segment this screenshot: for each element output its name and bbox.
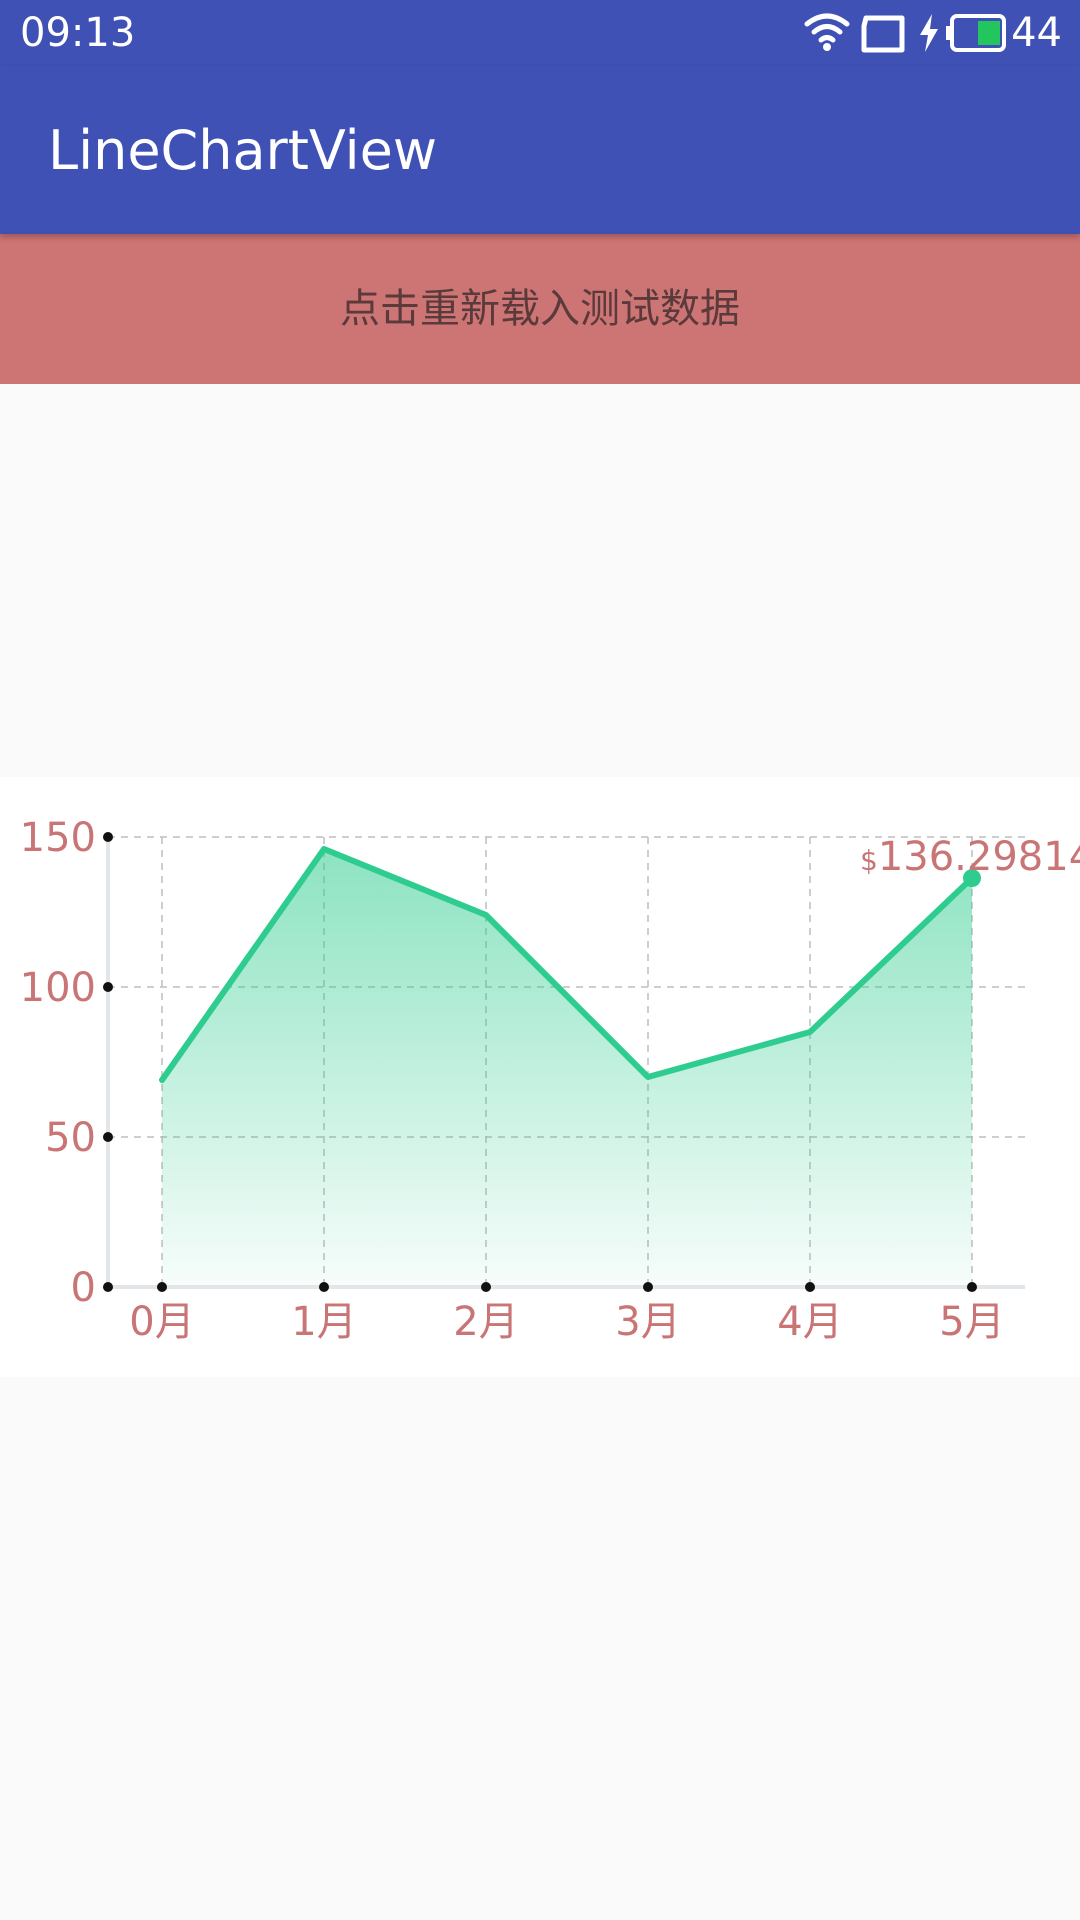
y-tick-label: 150 <box>20 815 96 861</box>
y-tick-dot <box>103 1282 113 1292</box>
x-tick-dot <box>157 1282 167 1292</box>
y-tick-label: 100 <box>20 965 96 1011</box>
y-tick-dot <box>103 832 113 842</box>
value-prefix: $ <box>860 844 878 877</box>
highlight-point[interactable] <box>963 869 981 888</box>
x-tick-dot <box>319 1282 329 1292</box>
battery-level: 44 <box>1011 10 1062 56</box>
x-tick-dot <box>643 1282 653 1292</box>
status-bar: 09:13 44 <box>0 0 1080 66</box>
x-tick-dot <box>967 1282 977 1292</box>
x-tick-label: 3月 <box>615 1299 680 1345</box>
value-text: 136.29814 <box>878 834 1080 880</box>
y-tick-label: 0 <box>71 1265 96 1311</box>
x-tick-dot <box>805 1282 815 1292</box>
page-title: LineChartView <box>48 119 438 182</box>
x-tick-label: 2月 <box>453 1299 518 1345</box>
y-tick-dot <box>103 982 113 992</box>
x-axis-ticks: 0月 1月 2月 3月 4月 5月 <box>129 1282 1005 1345</box>
series-line <box>159 846 975 1083</box>
battery-icon <box>946 14 1006 52</box>
highlight-value-label: $136.29814 <box>860 834 1080 880</box>
highlight-layer: $136.29814 <box>860 834 1080 888</box>
reload-test-data-button[interactable]: 点击重新载入测试数据 <box>0 234 1080 384</box>
status-time: 09:13 <box>20 10 136 56</box>
x-tick-label: 5月 <box>939 1299 1004 1345</box>
status-icons: 44 <box>720 0 1080 66</box>
x-tick-label: 0月 <box>129 1299 194 1345</box>
charging-bolt-icon <box>920 14 938 52</box>
y-tick-dot <box>103 1132 113 1142</box>
x-tick-label: 4月 <box>777 1299 842 1345</box>
x-tick-dot <box>481 1282 491 1292</box>
y-axis-ticks: 0 50 100 150 <box>20 815 113 1311</box>
line-chart: 0 50 100 150 0月 1月 2月 3月 4月 5月 $136.29814 <box>20 815 1080 1345</box>
line-chart-view: 0 50 100 150 0月 1月 2月 3月 4月 5月 $136.29814 <box>0 777 1080 1377</box>
x-tick-label: 1月 <box>291 1299 356 1345</box>
y-tick-label: 50 <box>45 1115 96 1161</box>
series-area <box>162 849 972 1287</box>
wifi-icon <box>804 13 850 51</box>
axes <box>106 837 1025 1289</box>
screen-rotation-icon <box>861 15 905 53</box>
app-bar: LineChartView <box>0 66 1080 234</box>
